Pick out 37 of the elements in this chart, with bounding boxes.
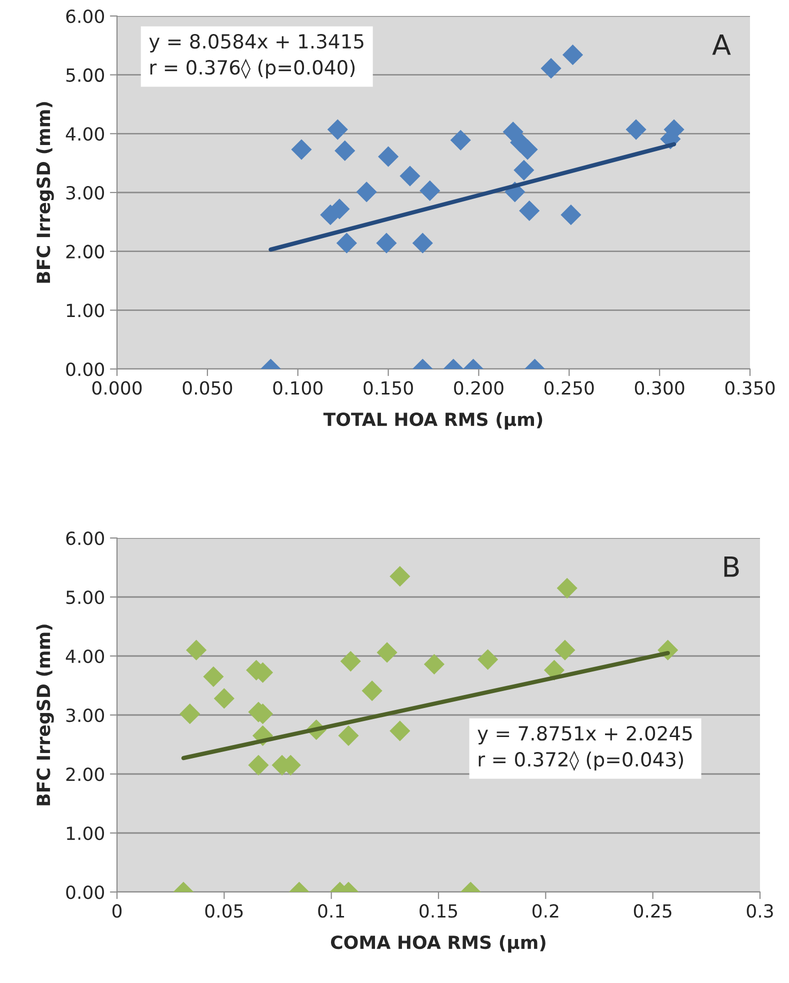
x-tick-label: 0.15 (420, 904, 458, 918)
x-tick-label: 0.100 (273, 381, 323, 395)
x-tick-label: 0.2 (532, 904, 558, 918)
x-tick-label: 0.350 (725, 381, 775, 395)
annotation: y = 7.8751x + 2.0245 r = 0.372◊ (p=0.043) (478, 726, 692, 771)
y-tick-label: 6.00 (66, 9, 104, 24)
y-tick-label: 4.00 (66, 649, 104, 664)
x-tick-label: 0.1 (318, 904, 344, 918)
y-tick-label: 0.00 (66, 362, 104, 376)
y-tick-label: 3.00 (66, 708, 104, 722)
x-tick-label: 0.050 (182, 381, 232, 395)
y-tick-label: 1.00 (66, 826, 104, 840)
annotation: A (712, 34, 731, 55)
x-axis-title: TOTAL HOA RMS (µm) (323, 412, 542, 430)
y-tick-label: 0.00 (66, 885, 104, 900)
y-tick-label: 2.00 (66, 767, 104, 782)
y-tick-label: 5.00 (66, 590, 104, 604)
y-tick-label: 4.00 (66, 127, 104, 141)
x-tick-label: 0.3 (746, 904, 773, 918)
x-tick-label: 0.000 (92, 381, 142, 395)
x-tick-label: 0.250 (544, 381, 594, 395)
x-tick-label: 0.150 (364, 381, 413, 395)
y-tick-label: 1.00 (66, 304, 104, 318)
annotation: y = 8.0584x + 1.3415 r = 0.376◊ (p=0.040) (149, 34, 364, 79)
x-tick-label: 0.300 (634, 381, 684, 395)
y-tick-label: 2.00 (66, 244, 104, 258)
y-tick-label: 6.00 (66, 531, 104, 546)
y-tick-label: 5.00 (66, 68, 104, 82)
x-axis-title: COMA HOA RMS (µm) (330, 935, 546, 953)
y-axis-title: BFC IrregSD (mm) (36, 624, 54, 806)
x-tick-label: 0.05 (205, 904, 243, 918)
x-tick-label: 0 (112, 904, 122, 918)
y-tick-label: 3.00 (66, 186, 104, 200)
x-tick-label: 0.25 (634, 904, 672, 918)
x-tick-label: 0.200 (454, 381, 504, 395)
annotation: B (724, 556, 739, 577)
y-axis-title: BFC IrregSD (mm) (36, 102, 54, 283)
